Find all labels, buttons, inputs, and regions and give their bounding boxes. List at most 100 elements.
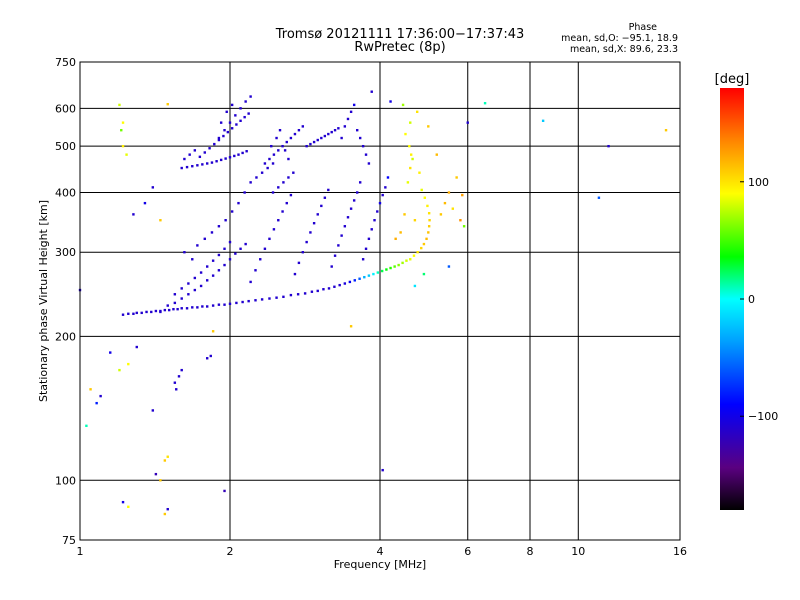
data-point (159, 479, 162, 482)
data-point (309, 231, 312, 234)
data-point (349, 325, 353, 328)
data-point (95, 401, 98, 405)
data-point (196, 306, 199, 309)
data-point (297, 261, 301, 265)
data-point (346, 117, 350, 121)
data-point (239, 119, 242, 123)
data-point (349, 110, 353, 114)
data-point (154, 309, 158, 313)
data-point (404, 132, 407, 136)
data-point (461, 193, 464, 197)
data-point (422, 272, 426, 276)
data-point (367, 237, 371, 241)
data-point (367, 274, 371, 277)
data-point (180, 166, 183, 170)
data-point (364, 153, 368, 156)
data-point (277, 149, 280, 152)
x-axis-label: Frequency [MHz] (334, 558, 426, 571)
y-tick-label: 75 (62, 534, 76, 547)
data-points (78, 90, 668, 516)
x-tick-label: 10 (571, 545, 585, 558)
data-point (289, 193, 293, 197)
data-point (199, 271, 203, 274)
data-point (289, 293, 293, 297)
data-point (343, 225, 347, 228)
data-point (247, 112, 250, 115)
data-point (462, 225, 466, 228)
data-point (132, 213, 135, 216)
data-point (245, 150, 248, 153)
data-point (120, 128, 123, 132)
data-point (121, 121, 125, 124)
data-point (198, 155, 202, 159)
data-point (296, 293, 300, 296)
grid (80, 62, 680, 540)
data-point (297, 128, 301, 132)
data-point (175, 388, 178, 391)
data-point (376, 210, 379, 213)
phase-legend-title: Phase (628, 22, 657, 33)
data-point (411, 157, 414, 161)
data-point (285, 140, 288, 144)
data-point (217, 253, 221, 257)
data-point (159, 219, 162, 222)
data-point (268, 157, 271, 161)
y-tick-label: 300 (55, 246, 76, 259)
x-tick-labels: 1 2 4 6 8 10 16 (77, 545, 688, 558)
data-point (140, 311, 143, 315)
data-point (427, 125, 430, 128)
data-point (425, 237, 428, 241)
data-point (154, 472, 158, 476)
data-point (397, 263, 400, 267)
data-point (541, 119, 545, 123)
colorbar-tick-label: 0 (748, 293, 755, 306)
data-point (205, 265, 209, 268)
y-tick-label: 200 (55, 330, 76, 343)
data-point (201, 163, 204, 166)
data-point (151, 409, 155, 412)
data-point (223, 303, 226, 306)
data-point (439, 213, 443, 216)
data-point (237, 153, 240, 156)
data-point (199, 284, 203, 288)
data-point (211, 274, 215, 277)
x-tick-label: 2 (227, 545, 234, 558)
data-point (125, 153, 128, 156)
data-point (185, 165, 189, 169)
data-point (163, 459, 167, 462)
colorbar-tick-label: −100 (748, 410, 778, 423)
data-point (239, 247, 242, 250)
data-point (211, 304, 215, 307)
data-point (150, 310, 153, 314)
data-point (263, 247, 267, 250)
y-tick-label: 750 (55, 56, 76, 69)
data-point (310, 290, 314, 293)
data-point (151, 186, 155, 189)
data-point (201, 305, 204, 308)
x-tick-label: 6 (464, 545, 471, 558)
data-point (305, 240, 308, 244)
data-point (217, 136, 221, 140)
data-point (451, 207, 455, 210)
y-tick-label: 600 (55, 102, 76, 115)
data-point (422, 242, 426, 246)
data-point (409, 153, 413, 156)
data-point (607, 144, 610, 148)
data-point (293, 132, 297, 136)
data-point (203, 151, 206, 154)
data-point (367, 162, 371, 165)
data-point (292, 171, 295, 174)
data-point (330, 265, 333, 268)
data-point (254, 269, 257, 272)
data-point (373, 219, 376, 222)
data-point (118, 103, 121, 107)
data-point (384, 186, 387, 189)
data-point (423, 196, 426, 199)
data-point (235, 301, 238, 305)
data-point (241, 300, 244, 304)
data-point (327, 287, 331, 290)
data-point (349, 207, 353, 210)
data-point (435, 153, 438, 156)
data-point (249, 95, 252, 98)
data-point (209, 354, 212, 358)
